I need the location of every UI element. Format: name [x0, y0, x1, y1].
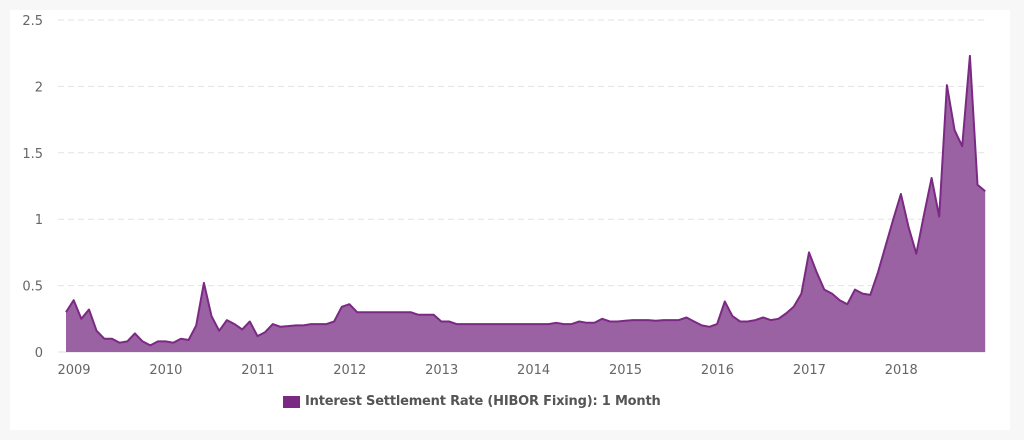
chart-panel — [10, 10, 1010, 430]
x-axis: 2009 2010 2011 2012 2013 2014 2015 2016 2017 2018 — [57, 363, 917, 378]
x-tick-label: 2013 — [425, 363, 458, 378]
y-tick-label: 1.5 — [22, 147, 43, 162]
legend-item[interactable]: Interest Settlement Rate (HIBOR Fixing):… — [283, 394, 661, 409]
x-tick-label: 2016 — [701, 363, 734, 378]
series-area[interactable] — [66, 55, 986, 353]
x-tick-label: 2010 — [149, 363, 182, 378]
y-tick-label: 0 — [35, 346, 43, 361]
x-tick-label: 2009 — [57, 363, 90, 378]
y-tick-label: 1 — [35, 213, 43, 228]
x-tick-label: 2011 — [241, 363, 274, 378]
y-tick-label: 2.5 — [22, 14, 43, 29]
gridlines — [58, 19, 985, 353]
x-tick-label: 2015 — [609, 363, 642, 378]
x-tick-label: 2014 — [517, 363, 550, 378]
y-axis: 0 0.5 1 1.5 2 2.5 — [22, 14, 43, 361]
legend-label: Interest Settlement Rate (HIBOR Fixing):… — [305, 394, 661, 409]
series-line[interactable] — [65, 54, 986, 347]
x-tick-label: 2012 — [333, 363, 366, 378]
x-tick-label: 2018 — [885, 363, 918, 378]
x-tick-label: 2017 — [793, 363, 826, 378]
legend-swatch-icon — [283, 395, 300, 408]
y-tick-label: 0.5 — [22, 280, 43, 295]
y-tick-label: 2 — [35, 80, 43, 95]
